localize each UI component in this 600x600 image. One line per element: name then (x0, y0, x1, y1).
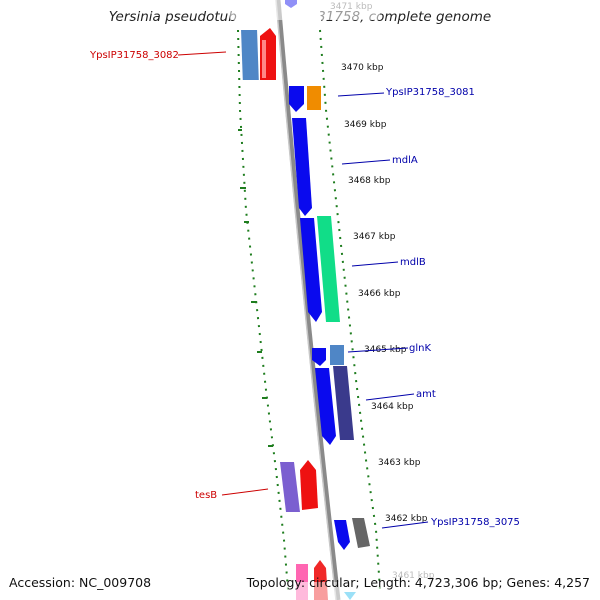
gene-mdlB (317, 216, 340, 322)
gene-3075-a (334, 520, 350, 550)
scale-label: 3461 kbp (392, 571, 435, 581)
gene-glnK (330, 345, 344, 365)
scale-label: 3469 kbp (344, 120, 387, 130)
leader-mdlA (341, 159, 391, 165)
scale-label: 3466 kbp (358, 289, 401, 299)
scale-label: 3464 kbp (371, 402, 414, 412)
gene-3075 (352, 518, 370, 548)
gene-3082-highlight (262, 40, 266, 78)
gene-3081-a (289, 86, 304, 112)
leader-3081 (337, 92, 385, 97)
scale-label: 3463 kbp (378, 458, 421, 468)
leader-tesB (221, 488, 269, 496)
gene-mdlB-a (300, 218, 322, 322)
genome-backbone (275, 0, 341, 600)
gene-labels: YpsIP31758_3082 YpsIP31758_3081 mdlA mdl… (89, 50, 520, 528)
gene-label[interactable]: glnK (409, 343, 431, 354)
gene-label[interactable]: amt (416, 389, 436, 400)
leader-3082 (177, 51, 227, 56)
leader-mdlB (351, 261, 399, 267)
gene-label[interactable]: YpsIP31758_3081 (385, 87, 475, 98)
gene-label[interactable]: YpsIP31758_3075 (430, 517, 520, 528)
accession-text: Accession: NC_009708 (9, 575, 152, 590)
gene-tesB (300, 460, 318, 510)
genome-backbone-highlight (275, 0, 337, 600)
scale-label: 3462 kbp (385, 514, 428, 524)
scale-label: 3471 kbp (330, 2, 373, 12)
gene-amt-a (315, 368, 336, 445)
gene-label[interactable]: tesB (195, 490, 217, 501)
scale-label: 3470 kbp (341, 63, 384, 73)
gene-tesB-a (280, 462, 300, 512)
gc-outline-left (237, 29, 289, 591)
scale-label: 3468 kbp (348, 176, 391, 186)
scale-label: 3467 kbp (353, 232, 396, 242)
gene-label[interactable]: mdlB (400, 257, 426, 268)
fade-top (230, 0, 380, 20)
fade-bottom (230, 582, 400, 600)
leader-3075 (381, 521, 429, 529)
leader-amt (365, 393, 415, 401)
gene-3082-a (241, 30, 259, 80)
gene-3081 (307, 86, 321, 110)
leader-glnK (347, 347, 409, 353)
gene-label[interactable]: YpsIP31758_3082 (89, 50, 179, 61)
gene-glnK-a (312, 348, 326, 366)
gene-label[interactable]: mdlA (392, 155, 418, 166)
gene-amt (333, 366, 354, 440)
gene-mdlA (292, 118, 312, 216)
gc-ticks (238, 129, 273, 447)
genome-summary-text: Topology: circular; Length: 4,723,306 bp… (246, 575, 590, 590)
gene-leaders (177, 51, 429, 529)
